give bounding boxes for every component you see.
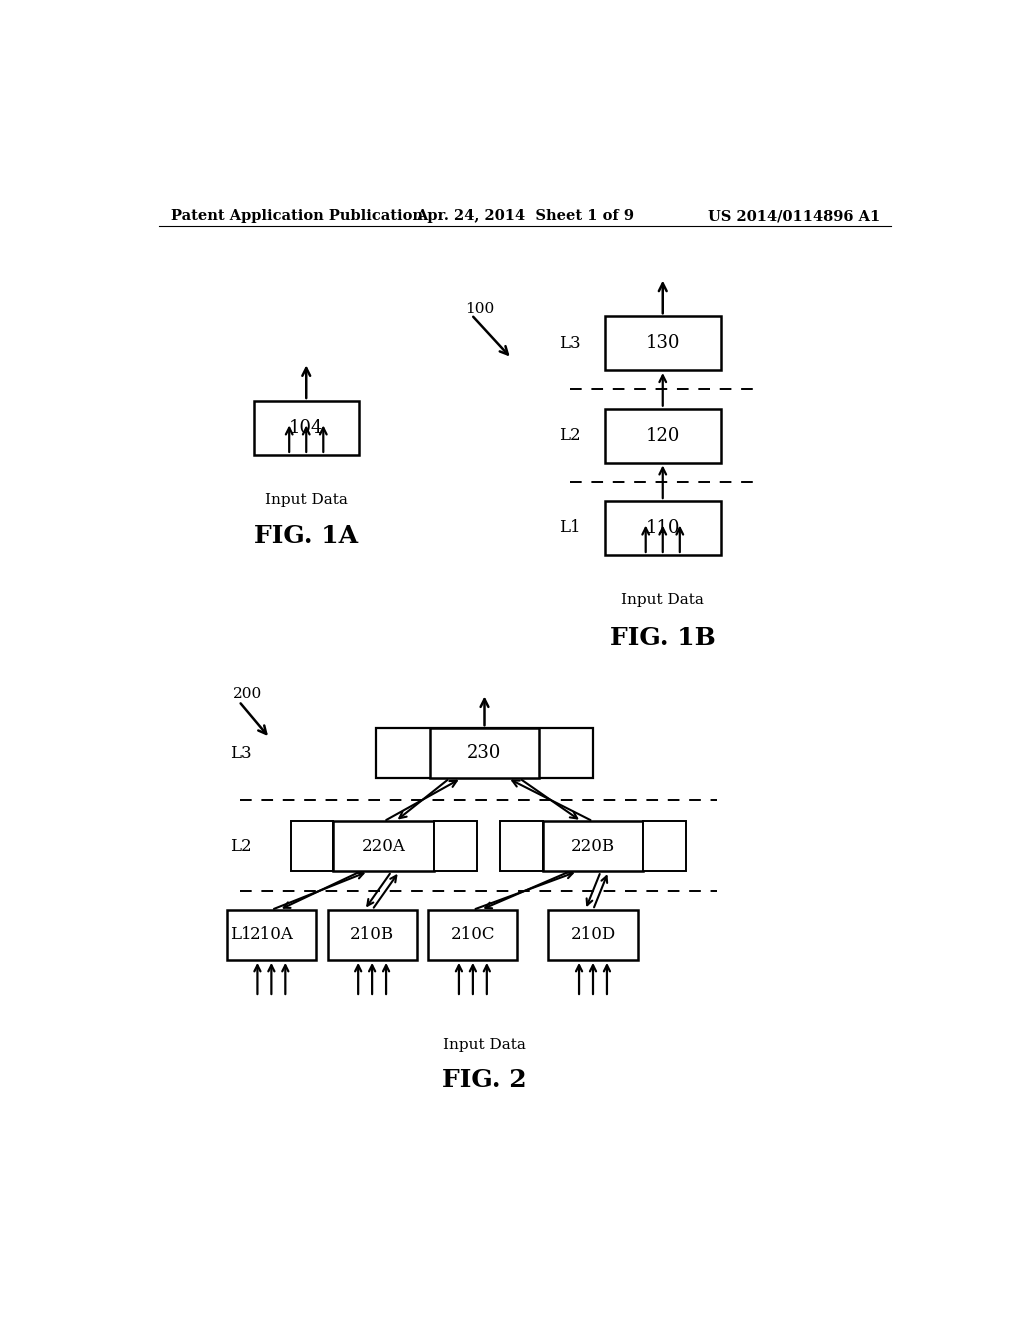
Bar [604, 502, 721, 554]
Text: Input Data: Input Data [443, 1038, 526, 1052]
Bar [328, 909, 417, 960]
Bar [430, 729, 539, 779]
Text: L2: L2 [229, 838, 251, 855]
Text: 220A: 220A [361, 838, 406, 855]
Text: 210A: 210A [250, 927, 293, 944]
Text: L3: L3 [229, 744, 251, 762]
Bar [604, 317, 721, 370]
Text: FIG. 2: FIG. 2 [442, 1068, 526, 1092]
Bar [500, 821, 543, 871]
Text: 210B: 210B [350, 927, 394, 944]
Text: 110: 110 [645, 519, 680, 537]
Text: 210D: 210D [570, 927, 615, 944]
Text: 230: 230 [467, 744, 502, 762]
Bar [428, 909, 517, 960]
Text: 220B: 220B [571, 838, 615, 855]
Bar [434, 821, 477, 871]
Text: L2: L2 [559, 428, 581, 444]
Bar [604, 409, 721, 462]
Text: L3: L3 [559, 335, 581, 351]
Bar [643, 821, 686, 871]
Bar [376, 729, 593, 779]
Bar [549, 909, 638, 960]
Text: L1: L1 [559, 520, 581, 536]
Bar [334, 821, 434, 871]
Text: L1: L1 [229, 927, 251, 944]
Text: 200: 200 [232, 686, 262, 701]
Bar [254, 401, 358, 455]
Text: Patent Application Publication: Patent Application Publication [171, 209, 423, 223]
Text: 120: 120 [645, 426, 680, 445]
Bar [543, 821, 643, 871]
Bar [226, 909, 316, 960]
Text: Input Data: Input Data [265, 492, 348, 507]
Text: Apr. 24, 2014  Sheet 1 of 9: Apr. 24, 2014 Sheet 1 of 9 [416, 209, 634, 223]
Text: FIG. 1A: FIG. 1A [254, 524, 358, 549]
Text: 104: 104 [289, 418, 324, 437]
Text: 130: 130 [645, 334, 680, 352]
Text: 100: 100 [465, 301, 495, 315]
Text: Input Data: Input Data [622, 593, 705, 607]
Text: FIG. 1B: FIG. 1B [610, 626, 716, 651]
Text: US 2014/0114896 A1: US 2014/0114896 A1 [708, 209, 880, 223]
Text: 210C: 210C [451, 927, 496, 944]
Bar [291, 821, 334, 871]
